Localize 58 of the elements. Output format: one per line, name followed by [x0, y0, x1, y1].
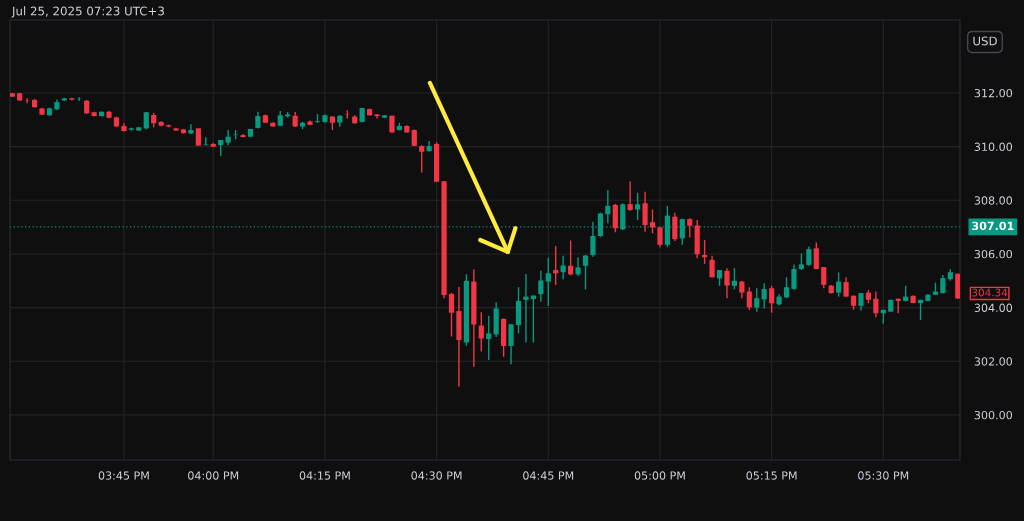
candlestick: [590, 221, 596, 258]
text: 304.34: [972, 288, 1008, 297]
y-tick-label: 310.00: [974, 142, 1013, 152]
candlestick: [612, 203, 618, 233]
candlestick: [448, 292, 455, 338]
candlestick: [783, 276, 790, 299]
candlestick: [761, 282, 767, 310]
x-tick-label: 04:00 PM: [188, 471, 239, 480]
y-tick-label: 300.00: [974, 410, 1013, 420]
y-tick-label: 308.00: [974, 196, 1013, 205]
candlestick: [642, 191, 648, 233]
candlestick: [486, 314, 492, 361]
candlestick: [538, 270, 544, 303]
candlestick: [478, 311, 484, 353]
candlestick: [523, 273, 529, 344]
text: Jul 25, 2025 07:23 UTC+3: [11, 6, 164, 18]
x-tick-label: 05:30 PM: [858, 471, 909, 480]
candlestick: [754, 287, 760, 313]
ref-line-label: 307.01: [972, 221, 1014, 231]
y-tick-label: 302.00: [974, 357, 1013, 366]
candlestick: [672, 211, 678, 242]
candlestick: [806, 245, 812, 267]
candlestick: [188, 123, 194, 135]
x-tick-label: 05:15 PM: [746, 471, 797, 480]
x-tick-label: 05:00 PM: [634, 471, 685, 480]
candlestick: [419, 144, 425, 174]
candlestick: [769, 285, 775, 314]
candlestick: [687, 217, 693, 239]
candlestick: [575, 256, 581, 277]
candlestick: [635, 192, 641, 221]
candlestick: [746, 286, 752, 311]
x-tick-label: 03:45 PM: [98, 471, 149, 480]
x-tick-label: 04:30 PM: [411, 471, 462, 480]
candlestick: [582, 254, 589, 291]
candlestick: [627, 180, 633, 212]
y-tick-label: 312.00: [974, 88, 1013, 98]
x-tick-label: 04:45 PM: [523, 471, 574, 480]
candlestick: [813, 241, 819, 270]
candlestick: [605, 189, 611, 225]
candlestick: [873, 290, 879, 318]
x-tick-label: 04:15 PM: [299, 471, 350, 480]
candlestick: [657, 226, 663, 248]
candlestick: [702, 239, 708, 265]
text: USD: [973, 36, 997, 46]
candlestick: [709, 255, 715, 279]
y-tick-label: 304.00: [974, 303, 1013, 312]
candlestick: [731, 267, 738, 291]
candlestick: [821, 266, 827, 289]
candlestick: [545, 257, 551, 307]
candlestick: [836, 271, 842, 298]
candlestick: [724, 267, 730, 299]
candlestick: [843, 276, 849, 298]
candlestick: [508, 323, 514, 365]
y-tick-label: 306.00: [974, 249, 1013, 259]
candlestick: [649, 208, 656, 234]
candlestick: [24, 97, 30, 104]
candlestick: [560, 255, 566, 280]
candlestick: [791, 263, 797, 291]
